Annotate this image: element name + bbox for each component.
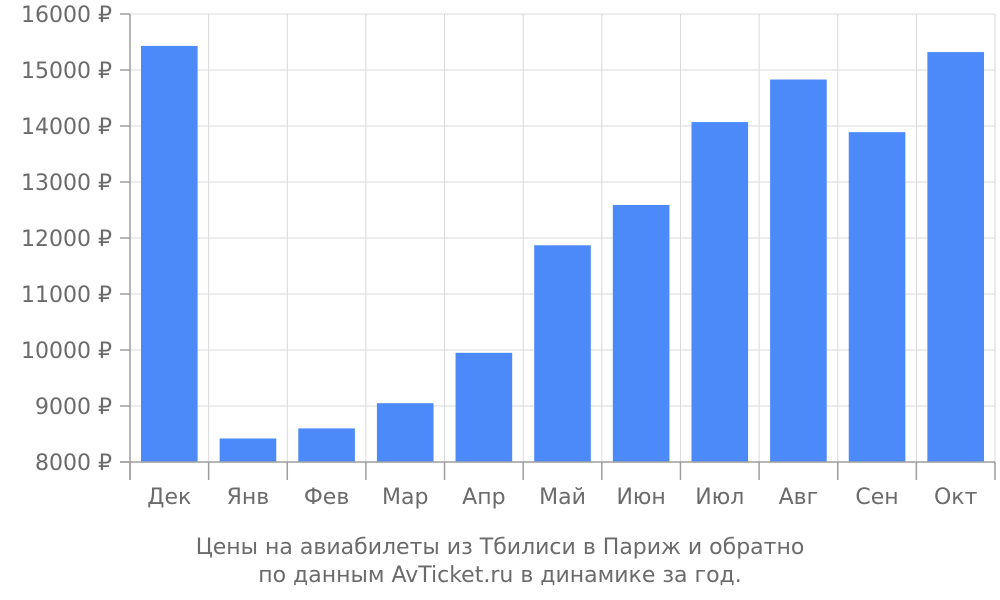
y-tick-label: 9000 ₽ <box>35 395 112 420</box>
x-tick-label: Авг <box>779 485 819 510</box>
y-tick-label: 10000 ₽ <box>21 339 112 364</box>
x-tick-label: Фев <box>304 485 349 510</box>
grid <box>130 13 996 463</box>
y-tick-label: 8000 ₽ <box>35 451 112 476</box>
chart-caption-line-1: Цены на авиабилеты из Тбилиси в Париж и … <box>195 535 805 560</box>
bar-Апр <box>455 352 513 462</box>
y-tick-label: 16000 ₽ <box>21 3 112 28</box>
y-tick-label: 15000 ₽ <box>21 59 112 84</box>
bars <box>141 45 984 463</box>
x-tick-label: Окт <box>934 485 978 510</box>
x-tick-label: Май <box>539 485 586 510</box>
x-tick-label: Дек <box>147 485 191 510</box>
bar-Сен <box>848 132 906 462</box>
bar-Мар <box>376 403 434 462</box>
x-tick-label: Мар <box>382 485 428 510</box>
bar-Июл <box>691 122 749 462</box>
x-tick-label: Июл <box>695 485 744 510</box>
x-tick-label: Апр <box>462 485 505 510</box>
chart-caption-line-2: по данным AvTicket.ru в динамике за год. <box>258 563 742 588</box>
bar-Дек <box>141 45 198 463</box>
bar-Окт <box>927 52 984 463</box>
axes <box>120 13 996 480</box>
x-tick-label: Июн <box>616 485 665 510</box>
x-tick-label: Янв <box>227 485 270 510</box>
y-tick-label: 13000 ₽ <box>21 171 112 196</box>
x-tick-label: Сен <box>855 485 898 510</box>
bar-Авг <box>770 79 827 463</box>
y-tick-label: 12000 ₽ <box>21 227 112 252</box>
bar-Май <box>534 245 591 462</box>
bar-Янв <box>219 438 277 462</box>
tick-labels: 8000 ₽ 9000 ₽ 10000 ₽ 11000 ₽ 12000 ₽ 13000 ₽… <box>21 3 978 510</box>
y-tick-label: 14000 ₽ <box>21 115 112 140</box>
y-tick-label: 11000 ₽ <box>21 283 112 308</box>
bar-Фев <box>298 428 355 462</box>
bar-Июн <box>612 204 670 462</box>
